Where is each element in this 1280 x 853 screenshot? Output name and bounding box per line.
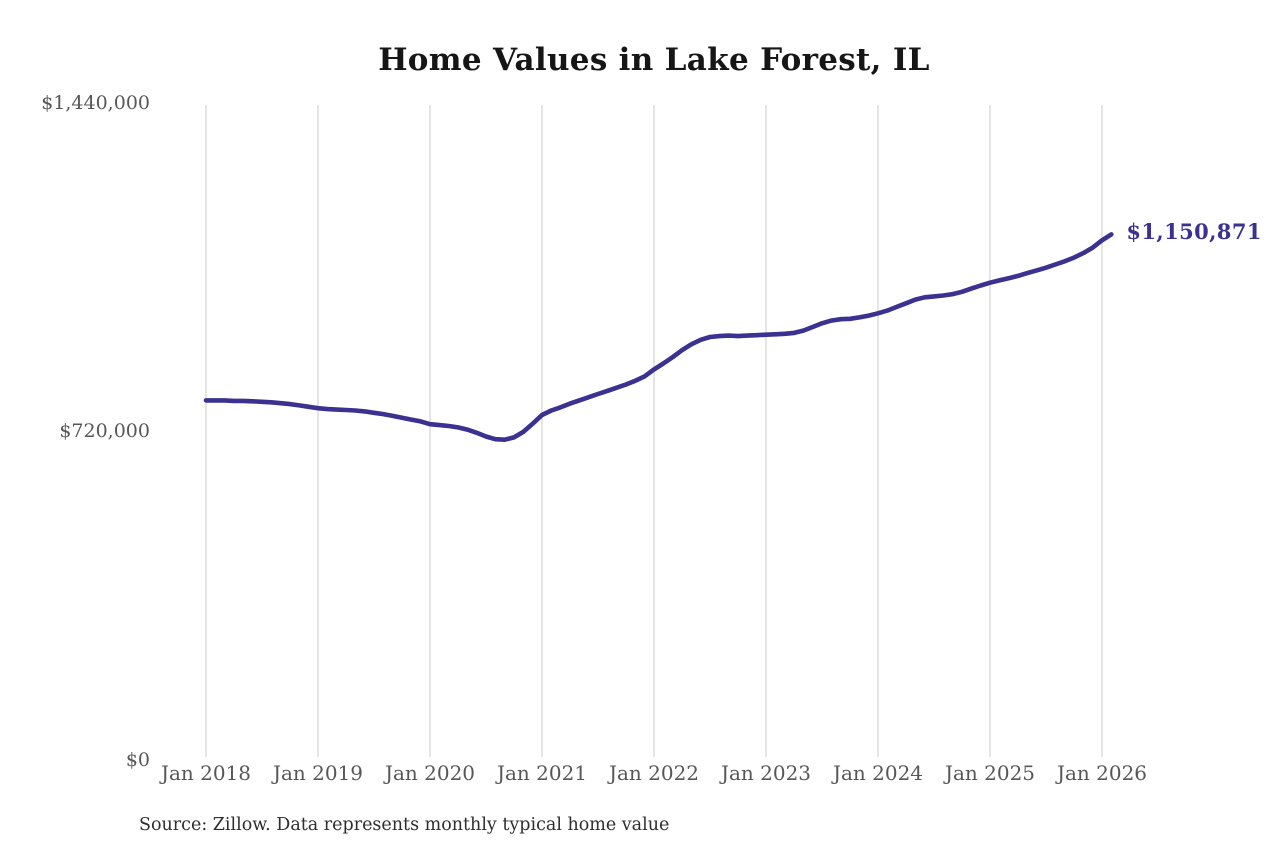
x-tick-label: Jan 2020 xyxy=(384,761,476,785)
x-tick-label: Jan 2025 xyxy=(944,761,1036,785)
y-tick-label: $1,440,000 xyxy=(41,91,150,114)
x-tick-label: Jan 2024 xyxy=(832,761,924,785)
y-tick-label: $720,000 xyxy=(59,420,150,442)
x-tick-label: Jan 2018 xyxy=(160,761,252,785)
latest-value-label: $1,150,871 xyxy=(1126,219,1262,245)
home-value-series-line xyxy=(203,232,1114,443)
x-tick-label: Jan 2022 xyxy=(608,761,700,785)
x-tick-label: Jan 2023 xyxy=(720,761,812,785)
x-tick-label: Jan 2021 xyxy=(496,761,588,785)
y-tick-label: $0 xyxy=(125,748,150,771)
chart-title: Home Values in Lake Forest, IL xyxy=(378,42,930,78)
source-note: Source: Zillow. Data represents monthly … xyxy=(139,815,670,835)
x-tick-label: Jan 2026 xyxy=(1056,761,1148,785)
x-tick-label: Jan 2019 xyxy=(272,761,364,785)
